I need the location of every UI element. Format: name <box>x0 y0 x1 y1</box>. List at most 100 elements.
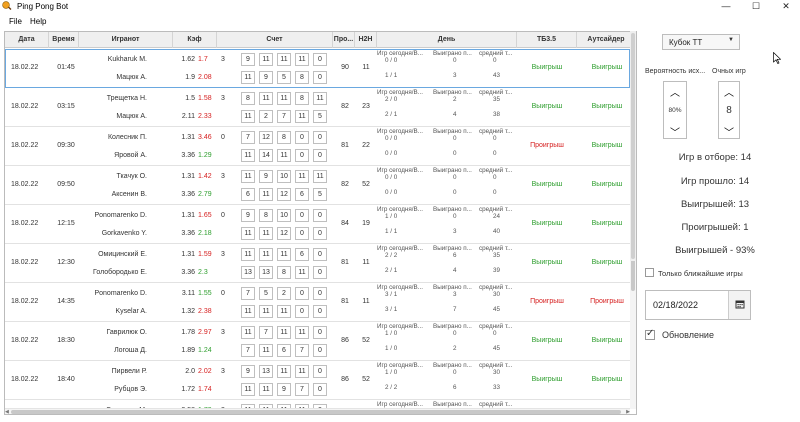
set-score-box: 0 <box>313 344 327 357</box>
col-player[interactable]: Игранот <box>79 32 173 48</box>
day-stat-text: Выиграно п... <box>433 401 472 408</box>
day-stat-text: 2 / 2 <box>385 384 398 391</box>
table-row[interactable]: 18.02.22 12:15 Ponomarenko D. Gorkavenko Y.… <box>5 205 630 244</box>
tb35-result: Проигрыш <box>530 298 564 305</box>
set-score-box: 12 <box>277 227 291 240</box>
col-h2h[interactable]: H2H <box>355 32 377 48</box>
set-score-box: 2 <box>259 110 273 123</box>
table-row[interactable]: 18.02.22 18:40 Пирвели Р. Рубцов Э. 2.0 1.72 2… <box>5 361 630 400</box>
col-date[interactable]: Дата <box>5 32 49 48</box>
day-stat-text: 1 / 1 <box>385 72 398 79</box>
day-stat-text: 1 / 0 <box>385 369 398 376</box>
set-score-box: 11 <box>259 92 273 105</box>
calendar-button[interactable] <box>728 291 750 319</box>
set-score-box: 11 <box>241 248 255 261</box>
checkmark-icon: ✓ <box>646 328 655 339</box>
h2h-spinner[interactable]: ︿ 8 ﹀ <box>718 81 740 139</box>
chevron-down-icon[interactable]: ﹀ <box>670 128 680 139</box>
date-picker[interactable]: 02/18/2022 <box>645 290 751 320</box>
table-row[interactable]: 18.02.22 09:30 Колесник П. Яровой А. 1.31 3.3… <box>5 127 630 166</box>
close-icon[interactable]: ✕ <box>782 1 790 11</box>
set-score-box: 12 <box>277 188 291 201</box>
player-1-name: Трещетка Н. <box>106 95 147 102</box>
col-odds[interactable]: Кэф <box>173 32 217 48</box>
odds-1-current: 3.46 <box>198 134 212 141</box>
player-1-name: Омицинский Е. <box>98 251 147 258</box>
set-score-box: 8 <box>277 131 291 144</box>
outsider-result: Выигрыш <box>591 181 623 188</box>
day-stat-text: Игр сегодня/В... <box>377 50 424 57</box>
tournament-select[interactable]: Кубок ТТ ▼ <box>662 34 740 50</box>
day-stat-text: 2 <box>453 96 457 103</box>
outsider-result: Выигрыш <box>591 103 623 110</box>
odds-2-current: 2.79 <box>198 191 212 198</box>
chevron-down-icon[interactable]: ﹀ <box>724 128 734 139</box>
table-hscrollbar[interactable]: ◀ ▶ <box>5 408 630 415</box>
day-stat-text: 45 <box>493 345 501 352</box>
outsider-result: Выигрыш <box>591 337 623 344</box>
set-score-box: 0 <box>313 383 327 396</box>
menu-help[interactable]: Help <box>30 17 47 26</box>
table-row[interactable]: 18.02.22 01:45 Kukharuk M. Мацюк А. 1.62 1.9 1… <box>5 49 630 88</box>
set-score-box: 11 <box>241 149 255 162</box>
probability-value: 80% <box>668 107 682 114</box>
odds-2-current: 2.38 <box>198 308 212 315</box>
set-score-box: 0 <box>313 365 327 378</box>
scroll-right-icon[interactable]: ▶ <box>626 409 630 415</box>
table-row[interactable]: 18.02.22 18:30 Гаврилюк О. Логоша Д. 1.78 1.8… <box>5 322 630 361</box>
day-stat-text: 0 <box>493 189 497 196</box>
sets-won: 0 <box>221 290 225 297</box>
odds-2-current: 1.24 <box>198 347 212 354</box>
day-stat-text: 2 / 1 <box>385 111 398 118</box>
col-outsider[interactable]: Аутсайдер <box>577 32 636 48</box>
set-score-box: 0 <box>313 131 327 144</box>
col-day[interactable]: День <box>377 32 517 48</box>
col-tb35[interactable]: ТБ3.5 <box>517 32 577 48</box>
h2h-cell: 52 <box>362 337 370 344</box>
scroll-left-icon[interactable]: ◀ <box>5 409 9 415</box>
col-score[interactable]: Счет <box>217 32 333 48</box>
date-cell: 18.02.22 <box>11 298 39 305</box>
set-score-box: 11 <box>241 227 255 240</box>
update-checkbox[interactable]: ✓ <box>645 328 655 340</box>
day-stat-text: 7 <box>453 306 457 313</box>
tb35-result: Выигрыш <box>531 220 563 227</box>
chevron-up-icon[interactable]: ︿ <box>724 88 734 99</box>
day-stat-text: 2 / 2 <box>385 252 398 259</box>
table-row[interactable]: 18.02.22 09:50 Ткачук О. Аксенин В. 1.31 3.36… <box>5 166 630 205</box>
set-score-box: 11 <box>277 149 291 162</box>
stat-passed: Игр прошло: 14 <box>680 176 750 187</box>
set-score-box: 5 <box>313 188 327 201</box>
day-stat-text: 3 <box>453 228 457 235</box>
stat-selected: Игр в отборе: 14 <box>678 152 752 163</box>
tb35-result: Выигрыш <box>531 337 563 344</box>
panel-scroll-thumb[interactable] <box>631 33 635 259</box>
menu-file[interactable]: File <box>9 17 22 26</box>
col-pro[interactable]: Про... <box>333 32 355 48</box>
table-hscroll-thumb[interactable] <box>11 410 621 414</box>
player-2-name: Аксенин В. <box>111 191 147 198</box>
nearest-games-checkbox[interactable] <box>645 268 654 277</box>
table-row[interactable]: 18.02.22 14:35 Ponomarenko D. Kyselar A. 3.1… <box>5 283 630 322</box>
set-score-box: 0 <box>295 287 309 300</box>
set-score-box: 13 <box>259 266 273 279</box>
table-row[interactable]: 18.02.22 03:15 Трещетка Н. Мацюк А. 1.5 2.11 1… <box>5 88 630 127</box>
odds-2: 1.32 <box>181 308 195 315</box>
day-stat-text: 6 <box>453 252 457 259</box>
pro-cell: 90 <box>341 64 349 71</box>
pro-cell: 82 <box>341 103 349 110</box>
pro-cell: 81 <box>341 142 349 149</box>
sets-won: 3 <box>221 173 225 180</box>
table-row[interactable]: 18.02.22 12:30 Омицинский Е. Голобородько Е… <box>5 244 630 283</box>
col-time[interactable]: Время <box>49 32 79 48</box>
day-stat-text: 0 / 0 <box>385 174 398 181</box>
chevron-up-icon[interactable]: ︿ <box>670 88 680 99</box>
set-score-box: 9 <box>241 53 255 66</box>
minimize-icon[interactable]: — <box>721 1 731 11</box>
maximize-icon[interactable]: ☐ <box>751 1 761 11</box>
player-2-name: Яровой А. <box>114 152 147 159</box>
h2h-value: 8 <box>726 105 732 116</box>
probability-spinner[interactable]: ︿ 80% ﹀ <box>663 81 687 139</box>
panel-scrollbar[interactable] <box>630 31 636 261</box>
set-score-box: 8 <box>259 209 273 222</box>
